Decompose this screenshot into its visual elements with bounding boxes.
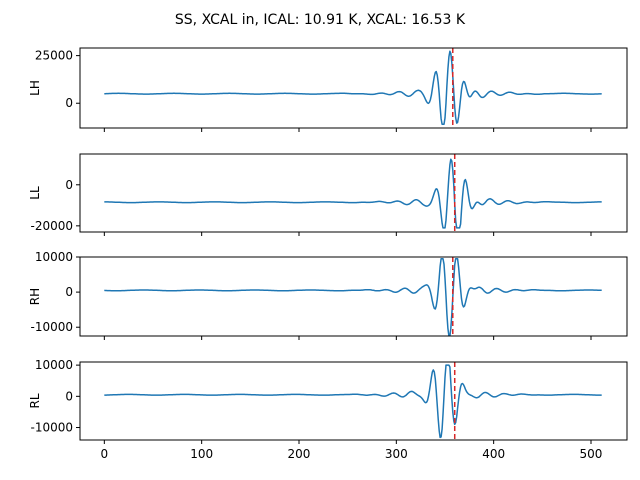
plot-frame bbox=[79, 47, 628, 129]
subplot-lh: 0 25000 LH bbox=[28, 47, 628, 132]
series-line-rh bbox=[104, 258, 602, 336]
y-tick-label: 0 bbox=[65, 285, 73, 299]
subplot-rh: -10000 0 10000 RH bbox=[28, 250, 628, 340]
y-tick-label: 0 bbox=[65, 96, 73, 110]
x-tick-label: 300 bbox=[385, 447, 408, 461]
subplots: 0 25000 LH -20000 0 LL -10000 0 10000 RH -10000 0 10… bbox=[28, 47, 628, 461]
y-axis-label: LH bbox=[28, 80, 42, 96]
y-axis-label: LL bbox=[28, 186, 42, 200]
y-tick-label: 10000 bbox=[35, 358, 73, 372]
subplot-rl: -10000 0 10000 0 100 200 300 400 500 RL bbox=[28, 358, 628, 461]
y-tick-label: 10000 bbox=[35, 250, 73, 264]
y-tick-label: 0 bbox=[65, 389, 73, 403]
series-line-ll bbox=[104, 158, 602, 229]
series-line-lh bbox=[104, 50, 602, 125]
y-axis-label: RL bbox=[28, 393, 42, 408]
plot-frame bbox=[79, 256, 628, 337]
y-tick-label: -10000 bbox=[30, 421, 73, 435]
series-line-rl bbox=[104, 364, 602, 439]
y-tick-label: 0 bbox=[65, 178, 73, 192]
y-tick-label: 25000 bbox=[35, 49, 73, 63]
x-tick-label: 200 bbox=[288, 447, 311, 461]
y-tick-label: -20000 bbox=[30, 219, 73, 233]
y-tick-label: -10000 bbox=[30, 320, 73, 334]
x-tick-label: 100 bbox=[190, 447, 213, 461]
chart-title: SS, XCAL in, ICAL: 10.91 K, XCAL: 16.53 … bbox=[175, 12, 466, 28]
plot-frame bbox=[79, 361, 628, 441]
plot-frame bbox=[79, 153, 628, 233]
subplot-ll: -20000 0 LL bbox=[28, 153, 628, 236]
y-axis-label: RH bbox=[28, 288, 42, 305]
x-tick-label: 500 bbox=[580, 447, 603, 461]
x-tick-label: 400 bbox=[482, 447, 505, 461]
x-tick-label: 0 bbox=[101, 447, 109, 461]
